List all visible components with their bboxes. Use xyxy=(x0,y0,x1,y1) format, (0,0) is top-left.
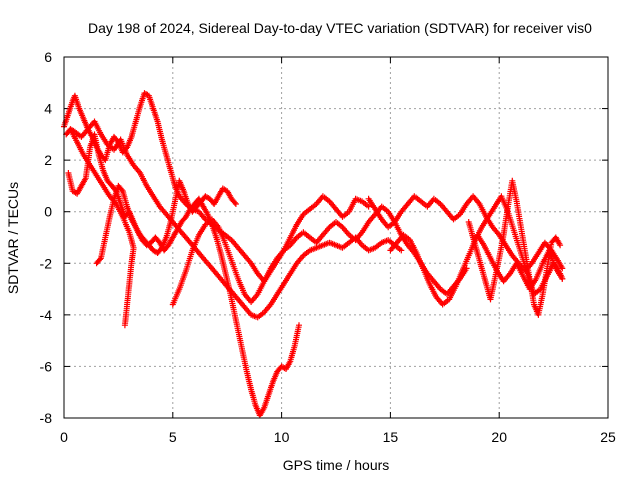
y-axis-label: SDTVAR / TECUs xyxy=(5,182,21,294)
series-track-6 xyxy=(169,203,470,308)
x-tick-label: 15 xyxy=(383,429,399,445)
marker-path xyxy=(93,177,239,267)
y-tick-label: -6 xyxy=(40,358,53,374)
grid-lines xyxy=(64,57,608,418)
marker-path xyxy=(63,118,405,321)
y-tick-label: 4 xyxy=(44,101,52,117)
x-tick-label: 0 xyxy=(60,429,68,445)
x-tick-label: 5 xyxy=(169,429,177,445)
axis-ticks: 0 5 10 15 20 25 -8 -6 -4 -2 0 2 4 6 xyxy=(40,49,616,445)
x-axis-label: GPS time / hours xyxy=(283,457,390,473)
series-track-5 xyxy=(67,126,137,329)
y-tick-label: -2 xyxy=(40,255,53,271)
marker-path xyxy=(169,203,470,308)
data-points xyxy=(61,90,566,419)
series-track-1 xyxy=(61,90,372,285)
marker-path xyxy=(67,126,137,329)
y-tick-label: -8 xyxy=(40,410,53,426)
series-track-4 xyxy=(93,177,239,267)
x-tick-label: 10 xyxy=(274,429,290,445)
series-track-9 xyxy=(465,177,564,318)
marker-path xyxy=(61,90,372,285)
y-tick-label: -4 xyxy=(40,307,53,323)
marker-path xyxy=(474,231,566,293)
y-tick-label: 2 xyxy=(44,152,52,168)
y-tick-label: 6 xyxy=(44,49,52,65)
plot-frame xyxy=(63,56,609,419)
chart-title: Day 198 of 2024, Sidereal Day-to-day VTE… xyxy=(88,20,592,36)
x-tick-label: 20 xyxy=(491,429,507,445)
y-tick-label: 0 xyxy=(44,204,52,220)
series-track-10 xyxy=(474,231,566,293)
series-track-2 xyxy=(63,118,405,321)
x-tick-label: 25 xyxy=(600,429,616,445)
marker-path xyxy=(465,177,564,318)
